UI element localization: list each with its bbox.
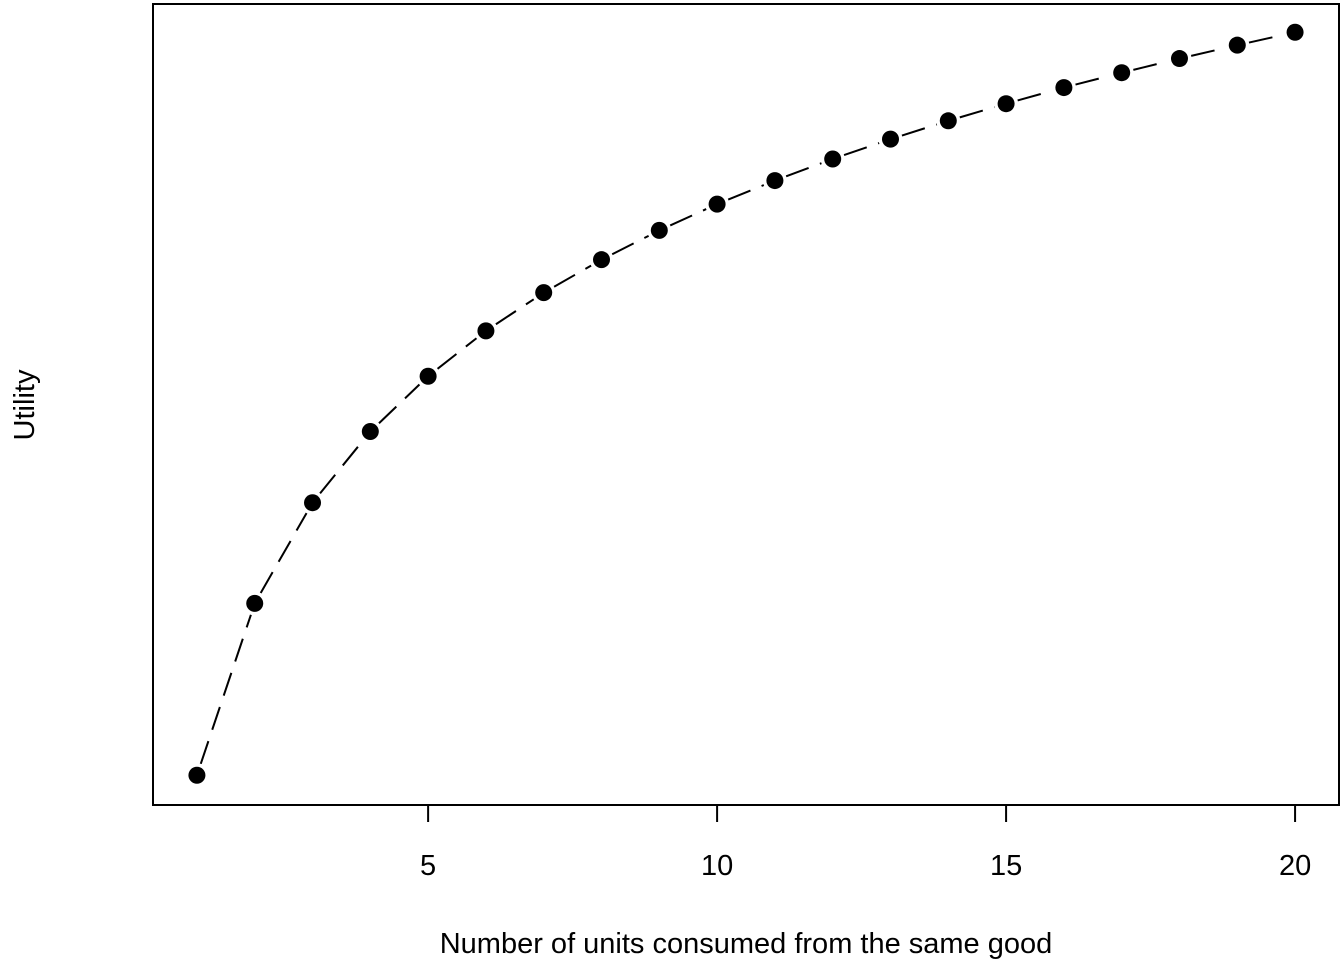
x-axis: 5 10 15 20 xyxy=(420,804,1311,882)
data-point xyxy=(593,251,611,269)
series-line-segment xyxy=(843,142,880,157)
data-point xyxy=(188,766,206,784)
series-line-segment xyxy=(785,162,822,178)
series-line-segment xyxy=(378,383,421,424)
data-point xyxy=(1286,23,1304,41)
data-point xyxy=(477,322,495,340)
data-point xyxy=(1170,50,1188,68)
series-line-segment xyxy=(436,337,478,370)
series-line-segment xyxy=(553,264,592,288)
data-point xyxy=(650,221,668,239)
data-point xyxy=(708,195,726,213)
series-line-segment xyxy=(319,440,364,495)
data-point xyxy=(766,172,784,190)
data-point xyxy=(1113,64,1131,82)
series-line-segment xyxy=(727,184,765,201)
data-point xyxy=(939,112,957,130)
series-line-segment xyxy=(1075,74,1111,86)
data-point xyxy=(1055,79,1073,97)
series-line-segment xyxy=(1133,60,1169,71)
plot-frame xyxy=(152,3,1340,806)
x-tick-label: 20 xyxy=(1279,850,1311,882)
x-axis-title: Number of units consumed from the same g… xyxy=(440,928,1053,960)
data-point xyxy=(881,130,899,148)
series-line-segment xyxy=(669,208,707,227)
y-axis-title: Utility xyxy=(9,369,41,440)
x-tick-label: 15 xyxy=(990,850,1022,882)
series-line-group xyxy=(199,33,1284,765)
series-line-segment xyxy=(1190,46,1226,57)
series-line-segment xyxy=(959,106,995,119)
series-line-segment xyxy=(495,298,535,326)
x-tick-label: 5 xyxy=(420,850,436,882)
series-line-segment xyxy=(901,123,938,137)
data-point xyxy=(419,367,437,385)
data-point xyxy=(1228,36,1246,54)
series-line-segment xyxy=(1017,89,1053,102)
series-points-group xyxy=(188,23,1304,784)
data-point xyxy=(246,594,264,612)
data-point xyxy=(361,423,379,441)
series-line-segment xyxy=(1248,33,1284,44)
x-tick-label: 10 xyxy=(701,850,733,882)
series-line-segment xyxy=(199,614,252,765)
series-line-segment xyxy=(611,234,650,256)
data-point xyxy=(824,150,842,168)
data-point xyxy=(535,284,553,302)
data-point xyxy=(997,95,1015,113)
data-point xyxy=(304,494,322,512)
series-line-segment xyxy=(259,512,308,594)
